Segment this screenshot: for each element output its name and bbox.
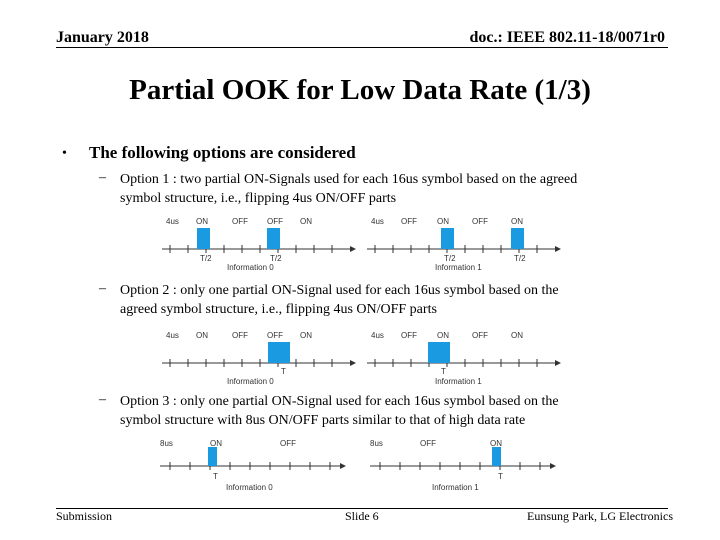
option-2-diagram: 4us ON OFF OFF ON T Information 0 4us OF… (162, 331, 561, 386)
part-label: OFF (472, 217, 488, 226)
period-mark: T (281, 367, 286, 376)
part-label: ON (300, 331, 312, 340)
period-mark: T (441, 367, 446, 376)
info-caption: Information 1 (432, 483, 479, 492)
axis-arrow-icon (340, 463, 346, 469)
part-label: ON (196, 331, 208, 340)
axis-arrow-icon (555, 360, 561, 366)
info-caption: Information 0 (227, 263, 274, 272)
on-pulse (267, 228, 280, 249)
footer-rule (56, 508, 668, 509)
duration-label: 4us (166, 331, 179, 340)
axis-arrow-icon (350, 246, 356, 252)
on-pulse (428, 342, 450, 363)
header-date: January 2018 (56, 29, 149, 46)
half-period-mark: T/2 (200, 254, 212, 263)
lead-text: The following options are considered (89, 143, 356, 162)
option-2-line-1: Option 2 : only one partial ON-Signal us… (120, 283, 559, 298)
part-label: ON (437, 331, 449, 340)
part-label: OFF (401, 217, 417, 226)
part-label: ON (511, 217, 523, 226)
option-3-info-0-waveform: 8us ON OFF T Information 0 (160, 439, 346, 492)
part-label: OFF (267, 217, 283, 226)
option-3-diagram: 8us ON OFF T Information 0 8us OFF ON T (160, 439, 556, 492)
on-pulse (208, 447, 217, 466)
option-1-text: Option 1 : two partial ON-Signals used f… (120, 170, 680, 208)
option-3-info-1-waveform: 8us OFF ON T Information 1 (370, 439, 556, 492)
info-caption: Information 1 (435, 377, 482, 386)
option-3-line-1: Option 3 : only one partial ON-Signal us… (120, 394, 559, 409)
on-pulse (268, 342, 290, 363)
part-label: OFF (232, 331, 248, 340)
part-label: ON (210, 439, 222, 448)
part-label: OFF (280, 439, 296, 448)
axis-arrow-icon (350, 360, 356, 366)
part-label: ON (300, 217, 312, 226)
half-period-mark: T/2 (444, 254, 456, 263)
option-3-line-2: symbol structure with 8us ON/OFF parts s… (120, 413, 526, 428)
duration-label: 4us (371, 331, 384, 340)
axis-arrow-icon (555, 246, 561, 252)
period-mark: T (498, 472, 503, 481)
option-1-line-1: Option 1 : two partial ON-Signals used f… (120, 172, 578, 187)
option-3-text: Option 3 : only one partial ON-Signal us… (120, 392, 680, 430)
option-1-diagram: 4us ON OFF OFF ON T/2 T/2 Information 0 … (162, 217, 561, 272)
footer-slide-number: Slide 6 (345, 509, 379, 523)
duration-label: 8us (160, 439, 173, 448)
on-pulse (197, 228, 210, 249)
duration-label: 8us (370, 439, 383, 448)
info-caption: Information 0 (227, 377, 274, 386)
option-2-info-1-waveform: 4us OFF ON OFF ON T Information 1 (367, 331, 561, 386)
part-label: OFF (232, 217, 248, 226)
slide-title: Partial OOK for Low Data Rate (1/3) (129, 74, 591, 106)
part-label: OFF (420, 439, 436, 448)
part-label: ON (196, 217, 208, 226)
part-label: OFF (401, 331, 417, 340)
option-1-dash: – (99, 170, 106, 185)
part-label: ON (511, 331, 523, 340)
on-pulse (511, 228, 524, 249)
footer-author: Eunsung Park, LG Electronics (527, 509, 673, 523)
on-pulse (441, 228, 454, 249)
part-label: ON (437, 217, 449, 226)
option-1-info-1-waveform: 4us OFF ON OFF ON T/2 T/2 Information 1 (367, 217, 561, 272)
bullet-marker: • (62, 146, 67, 161)
info-caption: Information 1 (435, 263, 482, 272)
axis-arrow-icon (550, 463, 556, 469)
footer-submission: Submission (56, 509, 113, 523)
on-pulse (492, 447, 501, 466)
half-period-mark: T/2 (514, 254, 526, 263)
duration-label: 4us (166, 217, 179, 226)
info-caption: Information 0 (226, 483, 273, 492)
option-2-line-2: agreed symbol structure, i.e., flipping … (120, 302, 437, 317)
part-label: OFF (472, 331, 488, 340)
option-2-text: Option 2 : only one partial ON-Signal us… (120, 281, 680, 319)
duration-label: 4us (371, 217, 384, 226)
period-mark: T (213, 472, 218, 481)
option-2-info-0-waveform: 4us ON OFF OFF ON T Information 0 (162, 331, 356, 386)
part-label: OFF (267, 331, 283, 340)
part-label: ON (490, 439, 502, 448)
half-period-mark: T/2 (270, 254, 282, 263)
header-doc-id: doc.: IEEE 802.11-18/0071r0 (469, 29, 665, 46)
option-2-dash: – (99, 281, 106, 296)
header-rule (56, 47, 668, 48)
option-1-line-2: symbol structure, i.e., flipping 4us ON/… (120, 191, 397, 206)
option-3-dash: – (99, 392, 106, 407)
option-1-info-0-waveform: 4us ON OFF OFF ON T/2 T/2 Information 0 (162, 217, 356, 272)
